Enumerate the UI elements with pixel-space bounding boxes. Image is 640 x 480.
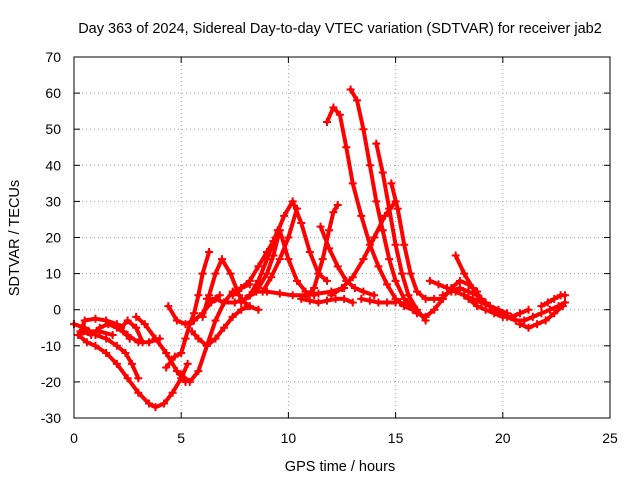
- data-point-markers: [132, 312, 190, 386]
- series-layer: [70, 85, 569, 412]
- series-line: [134, 314, 188, 384]
- y-tick-label: 60: [45, 85, 61, 101]
- x-tick-label: 10: [281, 430, 297, 446]
- x-tick-label: 0: [70, 430, 78, 446]
- x-axis-label: GPS time / hours: [285, 459, 395, 475]
- data-point-markers: [537, 291, 569, 311]
- series-track-33: [494, 298, 569, 325]
- chart-title: Day 363 of 2024, Sidereal Day-to-day VTE…: [78, 21, 602, 37]
- y-tick-label: -10: [41, 338, 61, 354]
- y-tick-label: 70: [45, 49, 61, 65]
- y-tick-label: -20: [41, 374, 61, 390]
- series-line: [189, 304, 252, 348]
- series-line: [348, 87, 415, 309]
- series-track-07: [132, 312, 190, 386]
- series-line: [247, 199, 329, 298]
- series-track-21: [316, 222, 379, 300]
- y-tick-labels: -30 -20 -10 0 10 20 30 40 50 60 70: [41, 49, 61, 426]
- y-tick-label: 30: [45, 193, 61, 209]
- data-point-markers: [297, 294, 357, 307]
- x-tick-labels: 0 5 10 15 20 25: [70, 430, 618, 446]
- y-tick-label: 50: [45, 121, 61, 137]
- data-point-markers: [494, 298, 569, 325]
- series-track-05: [74, 327, 117, 339]
- series-track-16: [245, 197, 331, 300]
- series-line: [119, 318, 145, 345]
- series-track-35: [537, 291, 569, 311]
- x-tick-label: 15: [388, 430, 404, 446]
- y-tick-label: 0: [53, 302, 61, 318]
- series-track-27: [357, 294, 400, 307]
- series-track-06: [117, 316, 147, 347]
- y-tick-label: 40: [45, 157, 61, 173]
- series-track-11: [187, 302, 254, 350]
- series-line: [305, 203, 340, 298]
- x-tick-label: 5: [177, 430, 185, 446]
- x-tick-label: 25: [602, 430, 618, 446]
- data-point-markers: [515, 302, 567, 332]
- y-tick-label: 10: [45, 266, 61, 282]
- data-point-markers: [346, 85, 417, 311]
- series-track-34: [515, 302, 567, 332]
- series-line: [72, 322, 141, 381]
- series-line: [374, 141, 428, 323]
- data-point-markers: [74, 327, 117, 339]
- data-point-markers: [198, 255, 263, 321]
- data-point-markers: [357, 294, 400, 307]
- series-track-17: [258, 204, 301, 296]
- y-tick-label: 20: [45, 230, 61, 246]
- series-track-12: [198, 255, 263, 321]
- data-point-markers: [245, 197, 331, 300]
- series-line: [325, 105, 415, 312]
- y-tick-label: -30: [41, 410, 61, 426]
- data-point-markers: [117, 316, 147, 347]
- series-track-24: [346, 85, 417, 311]
- grid-lines: [74, 57, 610, 418]
- data-point-markers: [316, 222, 379, 300]
- series-line: [76, 329, 115, 337]
- series-line: [200, 257, 261, 319]
- x-tick-label: 20: [495, 430, 511, 446]
- data-point-markers: [303, 201, 342, 300]
- y-axis-label: SDTVAR / TECUs: [7, 180, 23, 296]
- axis-ticks: [73, 56, 611, 419]
- series-track-19: [297, 294, 357, 307]
- series-line: [397, 278, 480, 319]
